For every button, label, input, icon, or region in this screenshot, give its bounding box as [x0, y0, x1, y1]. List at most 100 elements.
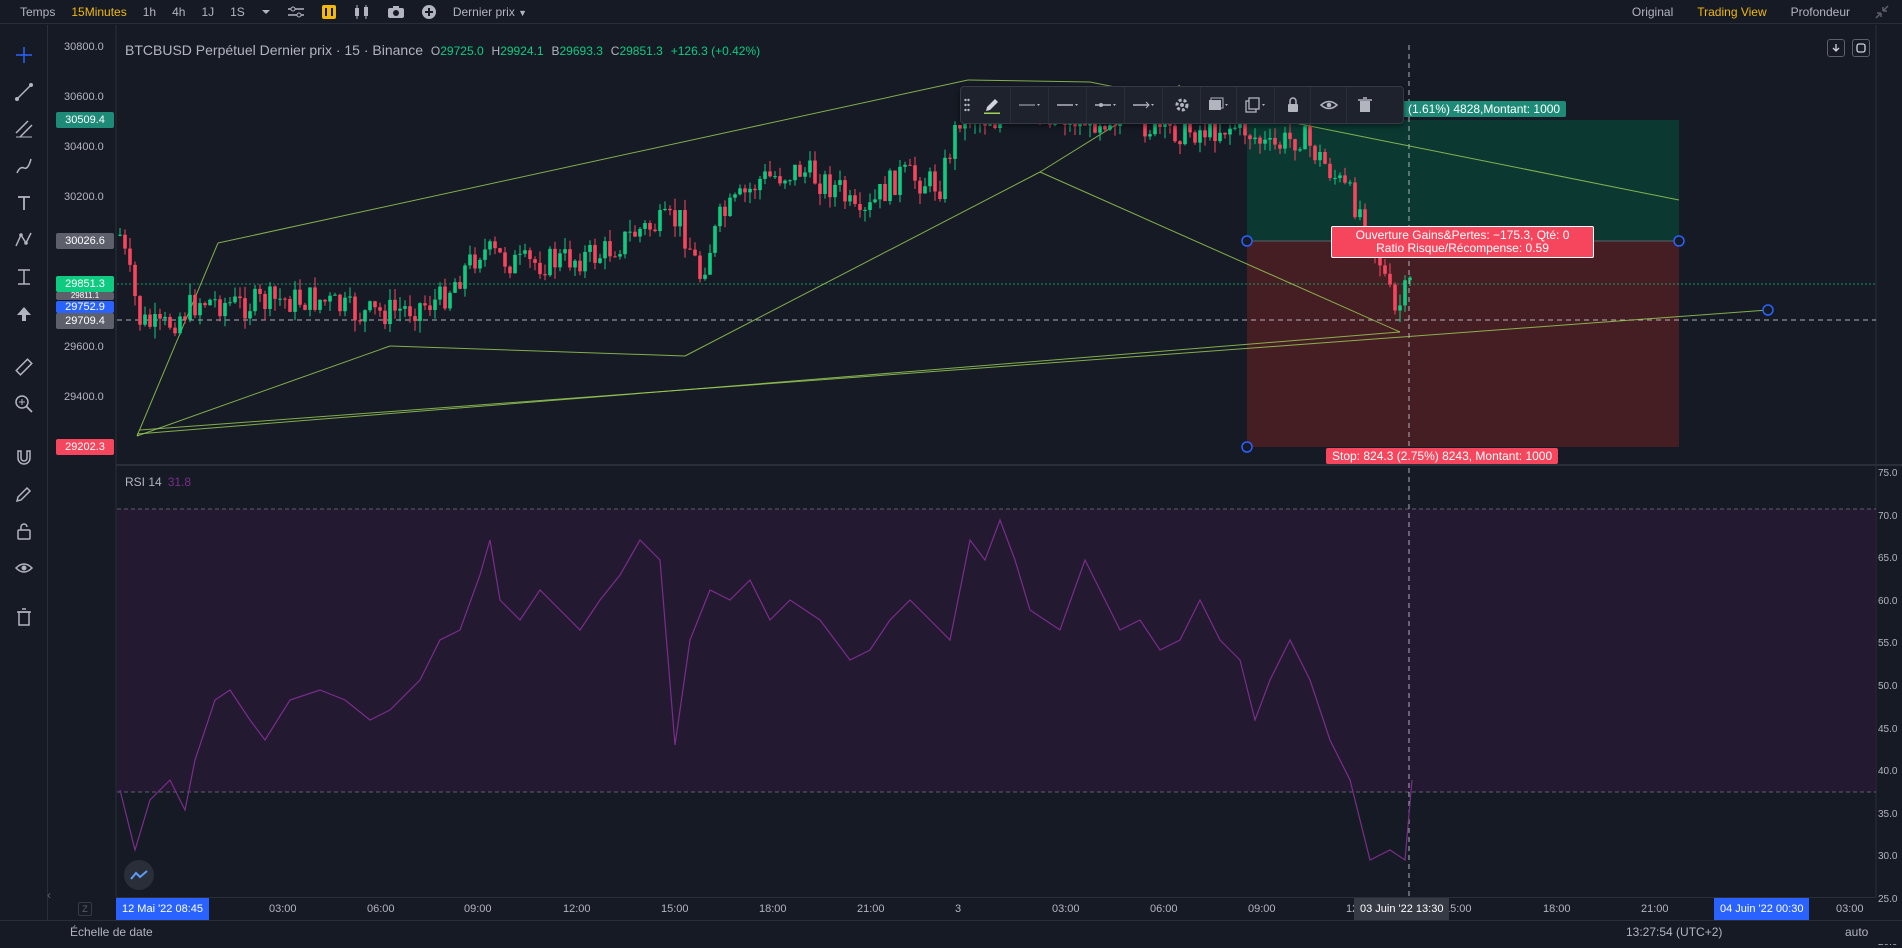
drag-handle-icon[interactable]: [961, 87, 973, 123]
line-start-icon[interactable]: [1087, 87, 1125, 123]
lock-icon[interactable]: [12, 519, 36, 543]
delete-drawing-icon[interactable]: [1347, 87, 1383, 123]
time-tick: 06:00: [367, 903, 395, 915]
settings-gear-icon[interactable]: [1163, 87, 1201, 123]
price-tick: 30800.0: [64, 41, 104, 53]
ruler-icon[interactable]: [12, 355, 36, 379]
pattern-icon[interactable]: [12, 228, 36, 252]
candle-body: [1333, 177, 1337, 179]
auto-scale-button[interactable]: auto: [1845, 925, 1869, 939]
candle-body: [523, 250, 527, 254]
candle-body: [1283, 132, 1287, 149]
interval-dropdown-icon[interactable]: [253, 0, 279, 24]
candle-body: [123, 234, 127, 249]
candle-body: [273, 286, 277, 299]
handle-trendline[interactable]: [1762, 304, 1774, 316]
chart-type-bars-icon[interactable]: [313, 0, 345, 24]
candle-body: [438, 286, 442, 300]
candle-body: [833, 184, 837, 198]
interval-15m[interactable]: 15Minutes: [71, 4, 127, 19]
line-end-icon[interactable]: [1125, 87, 1163, 123]
trendline-icon[interactable]: [12, 80, 36, 104]
pencil-lock-icon[interactable]: [12, 482, 36, 506]
candle-body: [1228, 128, 1232, 135]
brush-icon[interactable]: [12, 154, 36, 178]
measure-icon[interactable]: [12, 265, 36, 289]
settings-sliders-icon[interactable]: [279, 0, 313, 24]
eye-icon[interactable]: [12, 556, 36, 580]
candle-body: [218, 299, 222, 317]
add-indicator-icon[interactable]: [413, 0, 445, 24]
trash-icon[interactable]: [12, 605, 36, 629]
candles-icon[interactable]: [345, 0, 379, 24]
candle-body: [808, 160, 812, 173]
crosshair-price-tag: 29811.1: [56, 292, 114, 300]
clock-label[interactable]: 13:27:54 (UTC+2): [1626, 925, 1723, 939]
candle-body: [908, 164, 912, 166]
lock-drawing-icon[interactable]: [1275, 87, 1311, 123]
candle-body: [323, 299, 327, 302]
line-width-icon[interactable]: [1011, 87, 1049, 123]
candle-body: [128, 248, 132, 265]
candle-body: [383, 310, 387, 325]
interval-1h[interactable]: 1h: [142, 4, 157, 19]
candle-body: [868, 202, 872, 210]
text-icon[interactable]: [12, 191, 36, 215]
candle-body: [1318, 152, 1322, 161]
time-axis[interactable]: [116, 897, 1876, 920]
candle-body: [1328, 163, 1332, 179]
date-scale-label[interactable]: Échelle de date: [70, 925, 153, 939]
pattern-line: [684, 171, 1041, 357]
candle-body: [728, 197, 732, 216]
candle-body: [343, 297, 347, 312]
cursor-date-tag: 03 Juin '22 13:30: [1354, 898, 1450, 920]
candle-body: [1353, 182, 1357, 218]
target-zone[interactable]: [1247, 120, 1679, 241]
view-depth[interactable]: Profondeur: [1790, 5, 1850, 19]
fib-icon[interactable]: [12, 117, 36, 141]
candle-body: [573, 260, 577, 268]
candle-body: [1378, 252, 1382, 266]
candle-body: [823, 174, 827, 194]
candle-body: [863, 209, 867, 211]
candle-body: [393, 299, 397, 311]
rsi-legend: RSI 14 31.8: [125, 475, 191, 489]
view-original[interactable]: Original: [1631, 5, 1674, 19]
stop-zone[interactable]: [1247, 241, 1679, 447]
interval-4h[interactable]: 4h: [172, 4, 186, 19]
price-source-select[interactable]: Dernier prix ▼: [452, 4, 528, 19]
visibility-layers-icon[interactable]: [1201, 87, 1237, 123]
interval-1w[interactable]: 1S: [230, 4, 245, 19]
pnl-box: Ouverture Gains&Pertes: −175.3, Qté: 0 R…: [1331, 226, 1594, 258]
camera-icon[interactable]: [379, 0, 413, 24]
interval-1d[interactable]: 1J: [201, 4, 215, 19]
rsi-tick: 75.0: [1878, 468, 1898, 479]
handle-stop[interactable]: [1241, 441, 1253, 453]
candle-body: [723, 206, 727, 216]
candle-body: [858, 203, 862, 211]
view-tradingview[interactable]: Trading View: [1697, 5, 1767, 19]
candle-body: [488, 241, 492, 250]
collapse-panel-icon[interactable]: ‹: [47, 888, 51, 902]
handle-left-entry[interactable]: [1241, 235, 1253, 247]
candle-body: [1358, 209, 1362, 218]
handle-right-entry[interactable]: [1673, 235, 1685, 247]
scroll-to-realtime-icon[interactable]: [1827, 39, 1845, 57]
line-color-icon[interactable]: [973, 87, 1011, 123]
crosshair-icon[interactable]: [12, 43, 36, 67]
fullscreen-icon[interactable]: [1852, 39, 1870, 57]
arrow-up-icon[interactable]: [12, 302, 36, 326]
zoom-reset-icon[interactable]: Z: [78, 902, 92, 916]
candle-body: [943, 157, 947, 200]
candle-body: [783, 180, 787, 184]
candle-body: [353, 296, 357, 321]
line-style-icon[interactable]: [1049, 87, 1087, 123]
zoom-icon[interactable]: [12, 392, 36, 416]
magnet-icon[interactable]: [12, 445, 36, 469]
candle-body: [718, 206, 722, 227]
collapse-icon[interactable]: [1862, 0, 1902, 24]
clone-icon[interactable]: [1237, 87, 1275, 123]
hide-drawing-icon[interactable]: [1311, 87, 1347, 123]
end-date-tag: 04 Juin '22 00:30: [1714, 898, 1810, 920]
